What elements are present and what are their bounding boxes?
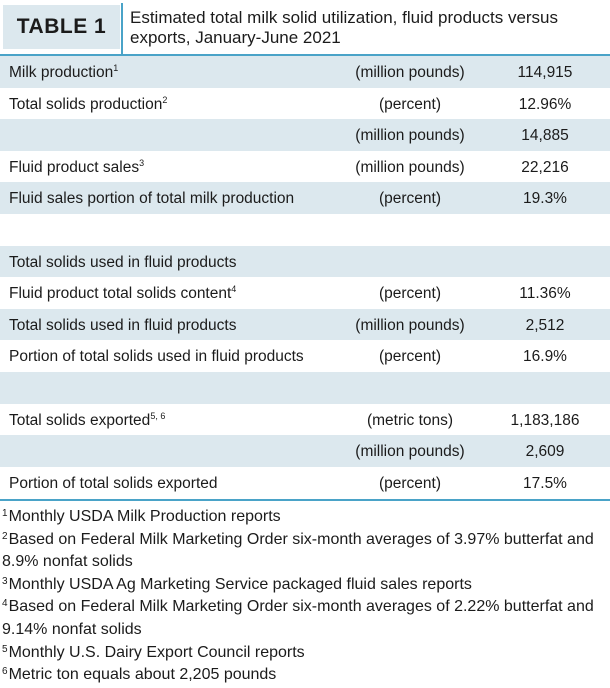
row-unit: (metric tons) (366, 411, 454, 429)
table-body: Milk production1 (million pounds) 114,915 T… (0, 56, 610, 498)
footnote-number: 4 (2, 598, 8, 610)
row-label-text: Total solids used in fluid products (9, 316, 237, 334)
row-value: 16.9% (523, 348, 567, 366)
footnote: 3Monthly USDA Ag Marketing Service packa… (2, 574, 602, 597)
table-row: Portion of total solids used in fluid pr… (0, 340, 610, 372)
row-unit: (million pounds) (355, 158, 465, 176)
row-label: Portion of total solids exported (9, 475, 218, 493)
table-row: Fluid sales portion of total milk produc… (0, 182, 610, 214)
footnote-number: 2 (2, 530, 8, 542)
row-value: 11.36% (519, 285, 571, 303)
row-label-text: Portion of total solids used in fluid pr… (9, 348, 304, 366)
row-unit: (million pounds) (355, 316, 465, 334)
footnote-ref: 5, 6 (150, 410, 166, 421)
row-value: 17.5% (523, 474, 567, 492)
row-value: 114,915 (517, 64, 573, 81)
row-value: 22,216 (521, 158, 569, 176)
table-row: Milk production1 (million pounds) 114,915 (0, 56, 610, 88)
row-label-text: Total solids production (9, 95, 163, 113)
footnote-number: 1 (2, 508, 8, 519)
row-unit: (percent) (378, 348, 442, 366)
table-row (0, 214, 610, 246)
row-value: 19.3% (523, 190, 567, 208)
table-row: Total solids exported5, 6 (metric tons) 1,… (0, 404, 610, 436)
row-unit: (million pounds) (355, 443, 465, 461)
footnote-number: 5 (2, 643, 8, 655)
row-label-text: Fluid product sales (9, 158, 140, 176)
row-label: Fluid sales portion of total milk produc… (9, 190, 294, 208)
row-unit: (million pounds) (355, 127, 465, 145)
table-row: Portion of total solids exported (percent… (0, 467, 610, 499)
footnote-text: Metric ton equals about 2,205 pounds (8, 666, 277, 684)
row-label: Total solids used in fluid products (9, 317, 236, 335)
row-label-text: Portion of total solids exported (9, 474, 218, 492)
row-unit: (percent) (378, 474, 442, 492)
table-row: Total solids used in fluid products (0, 245, 610, 278)
row-label: Fluid product sales3 (9, 157, 145, 177)
footnote-text: Based on Federal Milk Marketing Order si… (2, 598, 594, 638)
table-row: Total solids production2 (percent) 12.96% (0, 88, 610, 120)
footnote-text: Based on Federal Milk Marketing Order si… (2, 530, 594, 571)
row-label: Portion of total solids used in fluid pr… (9, 348, 304, 366)
row-unit: (percent) (378, 190, 442, 208)
footnote-text: Monthly U.S. Dairy Export Council report… (8, 643, 305, 661)
table-row (0, 371, 610, 404)
table-title: Estimated total milk solid utilization, … (130, 8, 559, 47)
table-row: Fluid product sales3 (million pounds) 22,2… (0, 151, 610, 183)
row-label: Total solids production2 (9, 94, 168, 114)
footnotes: 1Monthly USDA Milk Production reports 2Ba… (2, 506, 602, 687)
table-header: TABLE 1 Estimated total milk solid utili… (0, 0, 610, 56)
footnote: 2Based on Federal Milk Marketing Order s… (2, 529, 602, 574)
footnote-number: 6 (2, 666, 8, 678)
table-row: Total solids used in fluid products (mill… (0, 308, 610, 341)
table-row: Fluid product total solids content4 (perc… (0, 277, 610, 309)
table-number: TABLE 1 (3, 5, 120, 49)
footnote: 1Monthly USDA Milk Production reports (2, 506, 602, 529)
row-unit: (million pounds) (355, 64, 465, 81)
row-label: Fluid product total solids content4 (9, 285, 236, 303)
table-row: (million pounds) 14,885 (0, 119, 610, 151)
row-label-text: Total solids exported (9, 411, 151, 429)
row-label: Total solids used in fluid products (9, 254, 236, 272)
footnote-text: Monthly USDA Ag Marketing Service packag… (8, 575, 472, 593)
row-unit: (percent) (378, 285, 442, 303)
row-value: 12.96% (518, 95, 572, 113)
row-label-text: Total solids used in fluid products (9, 253, 237, 271)
row-value: 2,609 (525, 443, 565, 461)
row-label: Milk production1 (9, 64, 118, 82)
footnote-ref: 3 (139, 157, 145, 168)
table-row: (million pounds) 2,609 (0, 435, 610, 467)
footnote-ref: 1 (113, 63, 119, 73)
footnote-number: 3 (2, 575, 8, 587)
row-label: Total solids exported5, 6 (9, 410, 166, 430)
row-value: 1,183,186 (510, 411, 580, 429)
header-divider (121, 3, 123, 54)
row-unit: (percent) (378, 95, 442, 113)
footnote-ref: 4 (231, 284, 237, 295)
row-label-text: Fluid product total solids content (9, 285, 232, 303)
row-label-text: Milk production (9, 64, 114, 81)
row-label-text: Fluid sales portion of total milk produc… (9, 190, 295, 208)
footnote: 6Metric ton equals about 2,205 pounds (2, 664, 602, 687)
table-bottom-rule (0, 499, 610, 501)
footnote: 5Monthly U.S. Dairy Export Council repor… (2, 642, 602, 665)
footnote-ref: 2 (162, 94, 168, 105)
row-value: 14,885 (521, 127, 569, 145)
row-value: 2,512 (525, 316, 565, 334)
footnote-text: Monthly USDA Milk Production reports (8, 508, 281, 525)
footnote: 4Based on Federal Milk Marketing Order s… (2, 596, 602, 641)
